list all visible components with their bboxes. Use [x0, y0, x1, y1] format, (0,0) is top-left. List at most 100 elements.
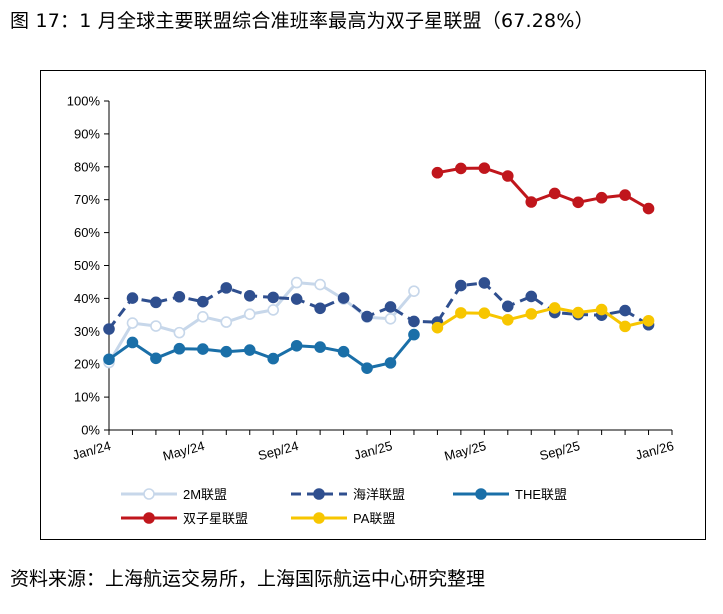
data-point: [525, 290, 538, 303]
data-point: [197, 295, 209, 308]
data-point: [455, 162, 467, 175]
data-point: [408, 285, 420, 297]
legend-marker: [143, 512, 155, 524]
data-point: [619, 189, 631, 201]
data-point: [619, 304, 631, 317]
data-point: [431, 166, 444, 179]
figure-title: 图 17：1 月全球主要联盟综合准班率最高为双子星联盟（67.28%）: [10, 10, 594, 32]
data-point: [150, 352, 162, 365]
y-tick-label: 40%: [74, 291, 100, 306]
x-tick-label: Sep/24: [256, 438, 300, 463]
y-tick-label: 80%: [74, 159, 100, 174]
y-tick-label: 50%: [74, 258, 100, 273]
legend-item: THE联盟: [453, 487, 567, 502]
y-tick-label: 60%: [74, 225, 100, 240]
chart-axes: 0% 10% 20% 30% 40% 50% 60% 70% 80% 90% 100% Jan/24 M…: [67, 94, 676, 464]
data-point: [220, 282, 233, 294]
x-tick-label: May/24: [161, 438, 206, 464]
data-point: [150, 320, 162, 332]
data-point: [290, 339, 303, 352]
series-2: [103, 328, 420, 374]
series-line: [437, 166, 650, 210]
legend-marker: [313, 488, 325, 500]
y-tick-label: 0%: [81, 423, 100, 438]
data-point: [642, 202, 655, 215]
x-tick-label: Jan/24: [71, 438, 113, 463]
legend-label: PA联盟: [353, 511, 395, 526]
y-tick-label: 70%: [74, 192, 100, 207]
data-point: [548, 187, 561, 200]
data-point: [290, 293, 303, 305]
data-point: [103, 353, 115, 366]
y-tick-label: 100%: [67, 94, 101, 109]
data-point: [337, 345, 350, 358]
data-point: [314, 278, 326, 291]
data-point: [525, 196, 538, 208]
data-point: [478, 277, 491, 289]
data-point: [525, 308, 538, 320]
y-tick-label: 10%: [74, 390, 100, 405]
series-line: [107, 281, 650, 330]
data-point: [501, 313, 514, 326]
legend-label: 双子星联盟: [183, 511, 248, 526]
data-point: [126, 292, 139, 304]
legend-label: 2M联盟: [183, 487, 227, 502]
data-point: [384, 301, 397, 313]
data-point: [642, 314, 655, 327]
data-point: [267, 304, 280, 316]
y-tick-label: 90%: [74, 126, 100, 141]
chart-frame: 0% 10% 20% 30% 40% 50% 60% 70% 80% 90% 100% Jan/24 M…: [40, 70, 706, 540]
data-point: [290, 276, 303, 289]
legend-item: 2M联盟: [121, 487, 227, 502]
data-point: [572, 196, 584, 209]
data-point: [243, 308, 256, 320]
data-point: [408, 315, 420, 328]
data-point: [572, 306, 584, 319]
legend-label: 海洋联盟: [353, 487, 405, 502]
data-point: [103, 323, 115, 335]
legend-item: PA联盟: [291, 511, 395, 526]
data-point: [501, 300, 514, 313]
data-point: [243, 344, 256, 356]
legend-item: 双子星联盟: [121, 511, 248, 526]
data-point: [267, 352, 280, 365]
data-point: [220, 316, 233, 328]
y-tick-label: 20%: [74, 357, 100, 372]
data-point: [384, 312, 397, 325]
legend-marker: [143, 488, 155, 500]
x-tick-label: Jan/26: [634, 438, 676, 463]
data-point: [431, 321, 444, 334]
data-point: [197, 343, 209, 355]
data-point: [478, 162, 491, 174]
data-point: [150, 296, 162, 309]
legend-marker: [475, 488, 487, 500]
data-point: [126, 336, 139, 349]
series-3: [431, 162, 655, 215]
data-point: [595, 303, 608, 316]
series-1: [103, 277, 655, 335]
data-point: [455, 279, 467, 292]
x-tick-label: Sep/25: [538, 438, 582, 463]
legend-marker: [313, 512, 325, 524]
data-point: [267, 291, 280, 304]
data-point: [220, 345, 233, 358]
data-point: [478, 307, 491, 320]
data-point: [126, 317, 139, 329]
legend-item: 海洋联盟: [291, 487, 405, 502]
legend-label: THE联盟: [515, 487, 567, 502]
figure-source: 资料来源：上海航运交易所，上海国际航运中心研究整理: [10, 568, 486, 590]
line-chart: 0% 10% 20% 30% 40% 50% 60% 70% 80% 90% 100% Jan/24 M…: [67, 94, 676, 527]
data-point: [243, 289, 256, 302]
data-point: [455, 307, 467, 319]
data-point: [595, 191, 608, 204]
series-line: [436, 306, 649, 329]
y-tick-label: 30%: [74, 324, 100, 339]
data-point: [197, 311, 209, 323]
data-point: [173, 342, 186, 355]
data-point: [173, 326, 186, 339]
data-point: [314, 341, 326, 353]
data-point: [548, 302, 561, 314]
data-point: [361, 310, 373, 323]
x-tick-label: Jan/25: [352, 438, 394, 463]
